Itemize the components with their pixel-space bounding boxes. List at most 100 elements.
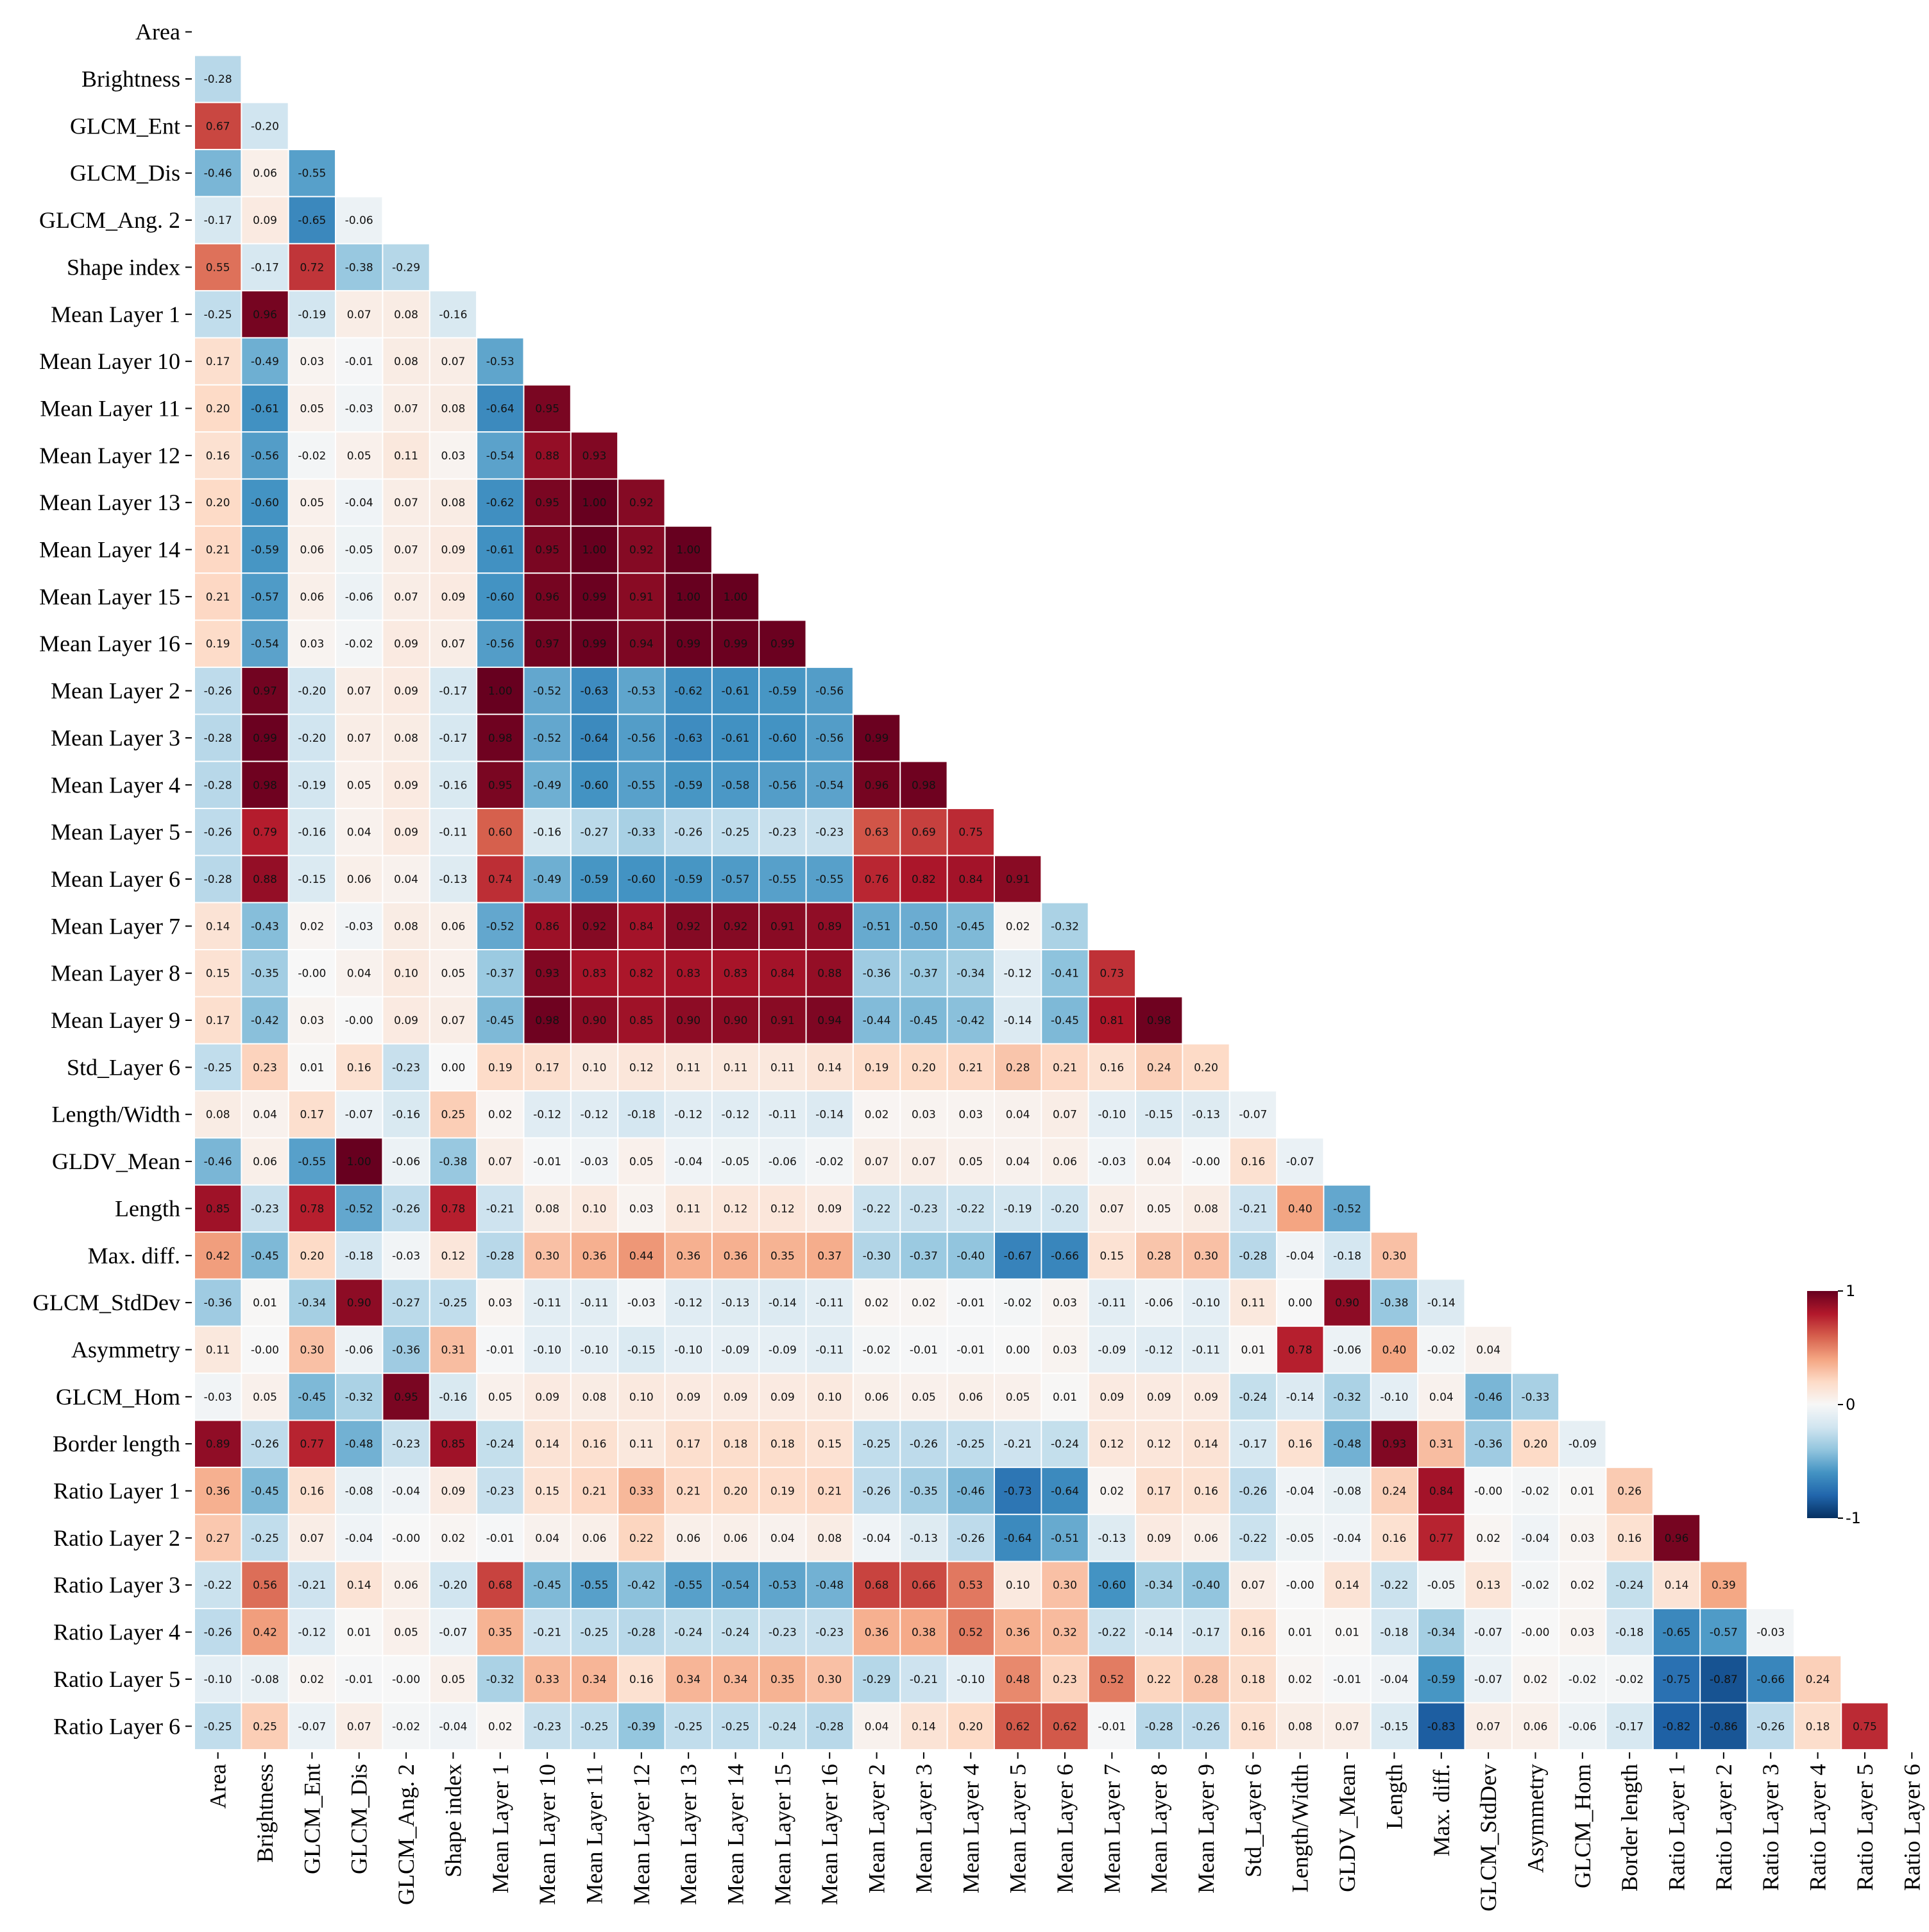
heatmap-cell	[1089, 1374, 1135, 1420]
heatmap-cell	[383, 620, 429, 667]
cell-value-label: -0.23	[392, 1061, 420, 1074]
heatmap-cell	[477, 808, 523, 855]
cell-value-label: 0.98	[1147, 1014, 1171, 1027]
cell-value-label: 0.97	[253, 685, 277, 698]
heatmap-cell	[1465, 1515, 1511, 1561]
cell-value-label: -0.60	[627, 873, 656, 886]
heatmap-cell	[618, 574, 665, 620]
cell-value-label: -0.65	[1663, 1627, 1691, 1639]
cell-value-label: 0.09	[394, 826, 418, 839]
cell-value-label: 0.03	[629, 1202, 654, 1215]
cell-value-label: 0.16	[347, 1061, 371, 1074]
heatmap-cell	[1230, 1233, 1277, 1279]
cell-value-label: -0.17	[439, 685, 467, 698]
cell-value-label: 0.07	[394, 544, 418, 557]
cell-value-label: 0.06	[958, 1391, 983, 1404]
heatmap-cell	[289, 1185, 336, 1232]
cell-value-label: -0.56	[815, 685, 844, 698]
heatmap-cell	[195, 385, 241, 432]
heatmap-cell	[1277, 1467, 1323, 1514]
cell-value-label: -0.11	[533, 1297, 561, 1310]
cell-value-label: -0.25	[580, 1627, 608, 1639]
heatmap-cell	[242, 1044, 288, 1091]
heatmap-cell	[336, 1703, 382, 1749]
heatmap-cell	[994, 997, 1041, 1043]
heatmap-cell	[853, 1044, 900, 1091]
cell-value-label: 0.72	[300, 261, 324, 274]
cell-value-label: -0.18	[627, 1109, 656, 1122]
cell-value-label: -0.07	[298, 1720, 326, 1733]
cell-value-label: 0.03	[912, 1109, 936, 1122]
heatmap-cell	[1136, 1091, 1182, 1138]
heatmap-cell	[1136, 1138, 1182, 1184]
heatmap-cell	[477, 950, 523, 996]
heatmap-cell	[195, 1233, 241, 1279]
heatmap-cell	[1418, 1703, 1465, 1749]
heatmap-cell	[1606, 1656, 1653, 1702]
cell-value-label: 0.06	[253, 167, 277, 180]
heatmap-cell	[289, 997, 336, 1043]
heatmap-cell	[1512, 1374, 1559, 1420]
cell-value-label: 0.01	[253, 1297, 277, 1310]
heatmap-cell	[901, 856, 947, 902]
cell-value-label: 0.52	[1100, 1673, 1124, 1686]
heatmap-cell	[242, 1515, 288, 1561]
heatmap-cell	[1042, 1374, 1088, 1420]
cell-value-label: 0.75	[958, 826, 983, 839]
heatmap-cell	[336, 1562, 382, 1608]
cell-value-label: -0.49	[533, 873, 561, 886]
heatmap-cell	[336, 244, 382, 291]
cell-value-label: -0.06	[345, 591, 373, 604]
heatmap-cell	[430, 1562, 477, 1608]
cell-value-label: -0.18	[1333, 1250, 1361, 1263]
cell-value-label: 0.31	[1429, 1438, 1454, 1451]
heatmap-cell	[1559, 1421, 1606, 1467]
cell-value-label: -0.04	[345, 1532, 373, 1545]
heatmap-cell	[524, 1703, 570, 1749]
cell-value-label: -0.23	[392, 1438, 420, 1451]
cell-value-label: 0.93	[535, 968, 559, 980]
cell-value-label: -0.02	[1568, 1673, 1597, 1686]
cell-value-label: 0.91	[629, 591, 654, 604]
cell-value-label: -0.06	[392, 1156, 420, 1168]
cell-value-label: 0.77	[1429, 1532, 1454, 1545]
heatmap-cell	[524, 1467, 570, 1514]
heatmap-cell	[430, 1044, 477, 1091]
row-label: Mean Layer 8	[51, 961, 180, 986]
cell-value-label: -0.22	[1098, 1627, 1126, 1639]
cell-value-label: -0.28	[204, 73, 232, 86]
heatmap-cell	[1418, 1609, 1465, 1655]
cell-value-label: 0.17	[535, 1061, 559, 1074]
cell-value-label: -0.43	[251, 920, 279, 933]
heatmap-cell	[524, 1562, 570, 1608]
cell-value-label: 0.20	[300, 1250, 324, 1263]
heatmap-cell	[760, 1374, 806, 1420]
column-label: Brightness	[252, 1764, 278, 1863]
heatmap-cell	[289, 1467, 336, 1514]
heatmap-cell	[665, 1138, 711, 1184]
heatmap-cell	[571, 667, 618, 714]
heatmap-cell	[853, 1233, 900, 1279]
cell-value-label: -0.48	[815, 1579, 844, 1592]
cell-value-label: 0.10	[582, 1202, 607, 1215]
heatmap-cell	[665, 715, 711, 761]
cell-value-label: -0.00	[1521, 1627, 1549, 1639]
heatmap-cell	[571, 432, 618, 479]
heatmap-cell	[383, 715, 429, 761]
heatmap-cell	[289, 1279, 336, 1326]
heatmap-cell	[712, 808, 759, 855]
heatmap-cell	[948, 1138, 994, 1184]
heatmap-cell	[524, 856, 570, 902]
heatmap-cell	[289, 856, 336, 902]
cell-value-label: 0.05	[441, 968, 465, 980]
cell-value-label: 0.16	[1100, 1061, 1124, 1074]
cell-value-label: -0.24	[769, 1720, 797, 1733]
column-label: GLCM_Ang. 2	[393, 1764, 419, 1905]
heatmap-cell	[994, 1515, 1041, 1561]
cell-value-label: 0.08	[394, 309, 418, 321]
heatmap-cell	[571, 1279, 618, 1326]
cell-value-label: -0.52	[1333, 1202, 1361, 1215]
cell-value-label: 0.16	[1241, 1720, 1265, 1733]
cell-value-label: -0.11	[1098, 1297, 1126, 1310]
cell-value-label: -0.73	[1004, 1485, 1032, 1498]
